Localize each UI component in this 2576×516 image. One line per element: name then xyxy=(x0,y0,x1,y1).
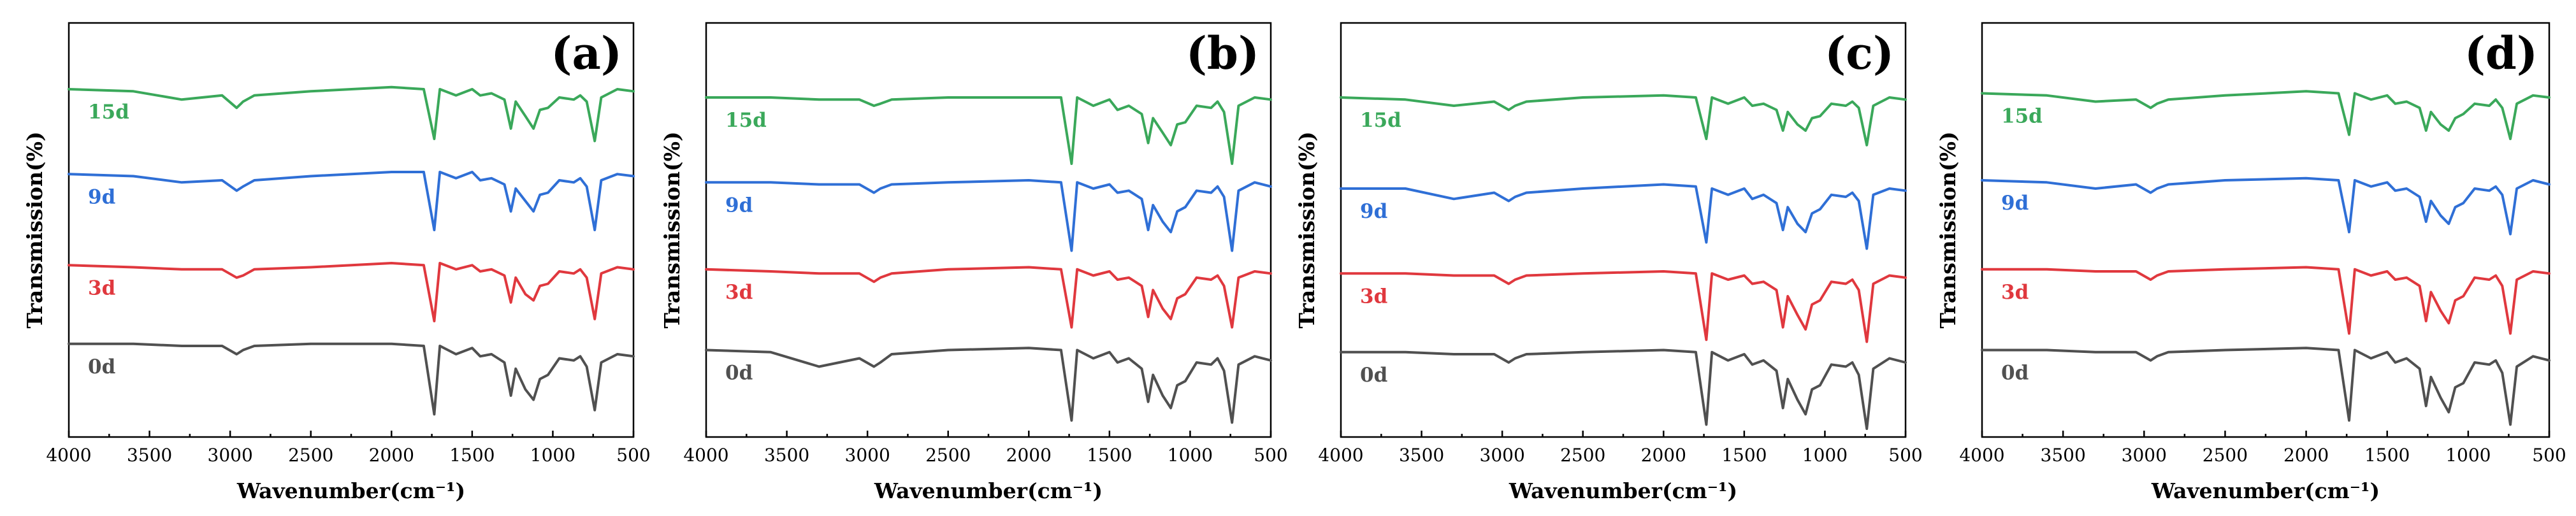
series-line-15d xyxy=(1340,94,1907,147)
x-tick-label: 3000 xyxy=(2122,445,2167,466)
panel-label: (b) xyxy=(1186,27,1259,80)
panel-label: (a) xyxy=(551,27,622,80)
x-tick-label: 1000 xyxy=(2445,445,2491,466)
series-label-0d: 0d xyxy=(2001,362,2029,385)
x-tick-label: 1500 xyxy=(1721,445,1767,466)
panel-label: (d) xyxy=(2464,27,2538,80)
series-label-3d: 3d xyxy=(725,281,753,304)
x-tick-label: 2500 xyxy=(2203,445,2248,466)
y-axis-title: Transmission(%) xyxy=(22,131,47,328)
series-label-9d: 9d xyxy=(1360,200,1387,223)
x-tick-label: 500 xyxy=(2532,445,2566,466)
plot-frame xyxy=(705,22,1272,438)
x-tick-label: 3500 xyxy=(127,445,172,466)
series-line-3d xyxy=(68,262,635,322)
x-tick-label: 2000 xyxy=(2283,445,2329,466)
series-line-0d xyxy=(705,347,1272,424)
x-tick-label: 1000 xyxy=(1168,445,1213,466)
x-tick-label: 4000 xyxy=(1959,445,2004,466)
series-line-3d xyxy=(1981,266,2551,335)
panel-label: (c) xyxy=(1825,27,1894,80)
x-tick-label: 3500 xyxy=(1399,445,1444,466)
plot-frame xyxy=(1340,22,1907,438)
y-axis-title: Transmission(%) xyxy=(1936,131,1960,328)
x-tick-label: 4000 xyxy=(683,445,728,466)
x-axis-title: Wavenumber(cm⁻¹) xyxy=(874,478,1103,503)
x-tick-label: 500 xyxy=(1254,445,1287,466)
x-axis-title: Wavenumber(cm⁻¹) xyxy=(2151,478,2380,503)
series-label-15d: 15d xyxy=(88,101,129,124)
series-line-9d xyxy=(68,171,635,231)
series-line-9d xyxy=(1340,183,1907,250)
x-tick-label: 1000 xyxy=(1802,445,1848,466)
x-tick-label: 1500 xyxy=(1087,445,1132,466)
x-axis-title: Wavenumber(cm⁻¹) xyxy=(236,478,465,503)
series-label-0d: 0d xyxy=(725,362,753,385)
x-tick-label: 2500 xyxy=(925,445,971,466)
series-label-15d: 15d xyxy=(2001,105,2043,128)
chart-panel: 4000 3500 3000 2500 2000 1500 1000 500 Wavenumbe… xyxy=(1294,22,1923,503)
series-label-9d: 9d xyxy=(725,194,753,217)
series-line-0d xyxy=(1340,348,1907,430)
series-label-3d: 3d xyxy=(2001,281,2029,304)
series-label-9d: 9d xyxy=(88,185,115,208)
x-tick-label: 2000 xyxy=(369,445,414,466)
series-line-9d xyxy=(1981,176,2551,236)
plot-frame xyxy=(1981,22,2551,438)
series-line-15d xyxy=(705,96,1272,165)
x-tick-label: 3000 xyxy=(1480,445,1525,466)
x-tick-label: 2000 xyxy=(1006,445,1052,466)
series-label-0d: 0d xyxy=(88,355,115,378)
series-label-3d: 3d xyxy=(88,276,115,299)
x-tick-label: 4000 xyxy=(46,445,91,466)
series-label-15d: 15d xyxy=(725,109,767,132)
x-axis-title: Wavenumber(cm⁻¹) xyxy=(1509,478,1737,503)
series-label-3d: 3d xyxy=(1360,285,1387,308)
series-line-15d xyxy=(1981,90,2551,140)
series-line-3d xyxy=(1340,270,1907,343)
chart-panel: 4000 3500 3000 2500 2000 1500 1000 500 Wavenumbe… xyxy=(22,22,651,503)
x-tick-label: 1500 xyxy=(2364,445,2410,466)
series-label-0d: 0d xyxy=(1360,364,1387,387)
x-tick-label: 2500 xyxy=(288,445,333,466)
series-line-9d xyxy=(705,179,1272,252)
x-tick-label: 500 xyxy=(1888,445,1922,466)
series-line-0d xyxy=(68,342,635,416)
x-tick-label: 3500 xyxy=(764,445,809,466)
y-axis-title: Transmission(%) xyxy=(660,131,684,328)
x-tick-label: 3000 xyxy=(845,445,890,466)
x-tick-label: 4000 xyxy=(1318,445,1363,466)
chart-panel: 4000 3500 3000 2500 2000 1500 1000 500 Wavenumbe… xyxy=(1936,22,2566,503)
series-line-3d xyxy=(705,266,1272,329)
chart-panel: 4000 3500 3000 2500 2000 1500 1000 500 Wavenumbe… xyxy=(660,22,1288,503)
series-line-15d xyxy=(68,85,635,143)
series-label-9d: 9d xyxy=(2001,192,2029,215)
series-line-0d xyxy=(1981,347,2551,426)
x-tick-label: 1000 xyxy=(530,445,575,466)
series-label-15d: 15d xyxy=(1360,109,1401,132)
x-tick-label: 3500 xyxy=(2041,445,2086,466)
x-tick-label: 2000 xyxy=(1641,445,1686,466)
x-tick-label: 1500 xyxy=(449,445,495,466)
x-tick-label: 2500 xyxy=(1560,445,1605,466)
y-axis-title: Transmission(%) xyxy=(1294,131,1319,328)
x-tick-label: 3000 xyxy=(208,445,253,466)
x-tick-label: 500 xyxy=(616,445,650,466)
